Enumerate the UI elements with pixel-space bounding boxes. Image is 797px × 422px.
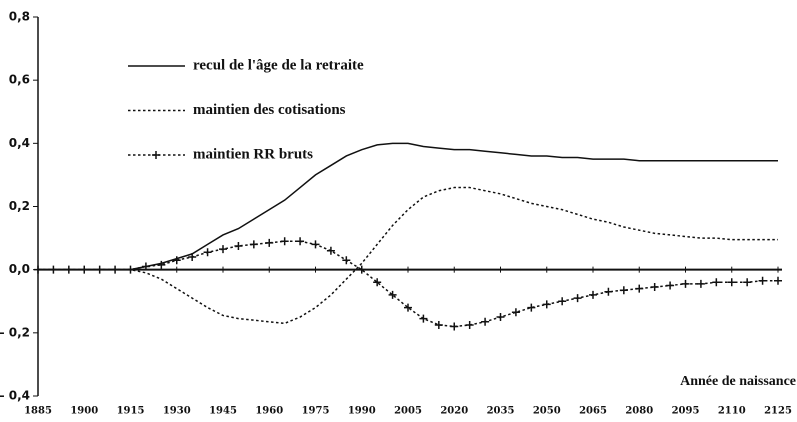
plus-marker xyxy=(249,240,258,249)
plus-marker xyxy=(265,238,274,247)
x-axis-label: Année de naissance xyxy=(680,374,796,389)
x-tick-label: 2005 xyxy=(394,406,422,417)
plus-marker xyxy=(450,322,459,331)
legend-label: maintien des cotisations xyxy=(193,102,346,118)
plus-marker xyxy=(758,276,767,285)
x-tick-label: 1975 xyxy=(302,406,330,417)
plus-marker xyxy=(357,265,366,274)
x-tick-label: 2065 xyxy=(579,406,607,417)
plus-marker xyxy=(311,240,320,249)
series-line xyxy=(38,186,778,325)
plus-marker xyxy=(465,320,474,329)
legend-label: maintien RR bruts xyxy=(193,146,313,162)
x-tick-label: 1945 xyxy=(209,406,237,417)
series-line xyxy=(38,142,778,271)
plus-marker xyxy=(80,265,89,274)
plus-marker xyxy=(743,278,752,287)
plus-marker xyxy=(157,260,166,269)
plus-marker xyxy=(188,253,197,262)
plus-marker xyxy=(34,265,42,274)
plus-marker xyxy=(573,294,582,303)
y-tick-label: 0,2 xyxy=(9,199,30,213)
plus-marker xyxy=(635,284,644,293)
x-tick-label: 1930 xyxy=(163,406,191,417)
plus-marker xyxy=(296,237,305,246)
y-tick-label: – 0,2 xyxy=(0,325,30,339)
x-tick-label: 1990 xyxy=(348,406,376,417)
y-tick-label: 0,6 xyxy=(9,73,30,87)
plus-marker xyxy=(527,303,536,312)
plus-marker xyxy=(126,265,135,274)
plus-marker xyxy=(95,265,104,274)
x-tick-label: 2080 xyxy=(625,406,653,417)
x-tick-label: 2110 xyxy=(718,406,746,417)
plus-marker xyxy=(511,308,520,317)
plus-marker xyxy=(234,241,243,250)
legend-label: recul de l'âge de la retraite xyxy=(193,57,364,73)
plus-marker xyxy=(496,313,505,322)
x-tick-label: 1915 xyxy=(117,406,145,417)
x-tick-label: 2035 xyxy=(487,406,515,417)
x-tick-label: 1885 xyxy=(24,406,52,417)
plus-marker xyxy=(404,303,412,312)
plus-marker xyxy=(434,320,443,329)
plus-marker xyxy=(604,287,613,296)
plus-marker xyxy=(542,300,551,309)
x-tick-label: 1900 xyxy=(70,406,98,417)
x-tick-label: 2050 xyxy=(533,406,561,417)
x-tick-label: 2125 xyxy=(764,406,792,417)
plus-marker xyxy=(111,265,120,274)
plus-marker xyxy=(49,265,58,274)
plus-marker xyxy=(619,286,628,295)
plus-marker xyxy=(388,290,397,299)
series-line xyxy=(38,240,778,328)
plus-marker xyxy=(650,283,659,292)
y-tick-label: 0,4 xyxy=(9,136,30,150)
plus-marker xyxy=(558,297,567,306)
y-tick-label: 0,0 xyxy=(9,262,30,276)
legend-marker xyxy=(152,151,160,159)
plus-marker xyxy=(326,246,335,255)
plus-marker xyxy=(64,265,73,274)
x-tick-label: 2095 xyxy=(672,406,700,417)
y-tick-label: 0,8 xyxy=(9,10,30,24)
plus-marker xyxy=(203,248,212,257)
plus-marker xyxy=(481,317,490,326)
plus-marker xyxy=(712,278,721,287)
plus-marker xyxy=(342,256,351,265)
plus-marker xyxy=(280,237,289,246)
y-tick-label: – 0,4 xyxy=(0,389,30,403)
x-tick-label: 2020 xyxy=(440,406,468,417)
plus-marker xyxy=(589,290,597,299)
x-tick-label: 1960 xyxy=(255,406,283,417)
plus-marker xyxy=(172,256,181,265)
plus-marker xyxy=(666,281,675,290)
plus-marker xyxy=(141,262,150,271)
plus-marker xyxy=(373,278,382,287)
plus-marker xyxy=(727,278,736,287)
plus-marker xyxy=(774,276,782,285)
plus-marker xyxy=(419,314,428,323)
plus-marker xyxy=(219,245,227,254)
plus-marker xyxy=(681,279,690,288)
plus-marker xyxy=(696,279,705,288)
